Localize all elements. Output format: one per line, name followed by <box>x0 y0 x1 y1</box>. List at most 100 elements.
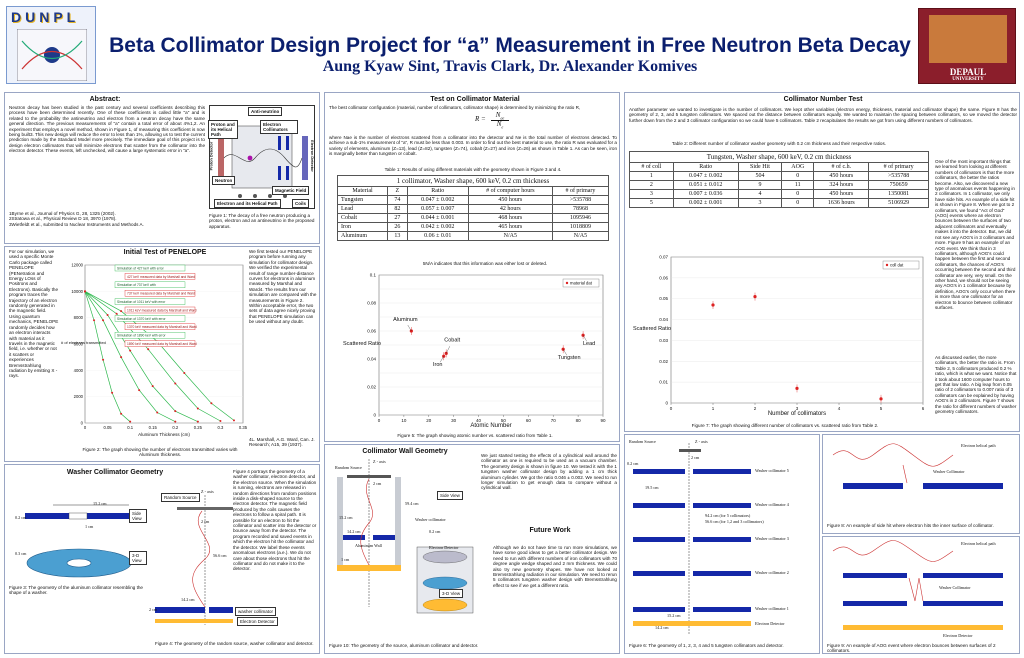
series-line <box>84 291 199 423</box>
data-point <box>711 303 715 307</box>
data-point <box>120 412 123 415</box>
x-axis-label: Aluminum Thickness (cm) <box>138 432 190 437</box>
legend-label: Simulation of 1011 keV with error <box>117 300 166 304</box>
legend-box <box>124 306 196 314</box>
data-point <box>210 402 213 405</box>
table-1-header: # of computer hours <box>467 186 553 196</box>
data-point <box>93 319 96 322</box>
figure-6-caption: Figure 6: The geometry of 1, 2, 3, 4 and… <box>629 643 784 648</box>
legend-label: 427 keV measured data by Marshall and Wa… <box>127 275 195 279</box>
proton-detector-icon <box>218 136 224 180</box>
equation-r: R = <box>475 115 486 123</box>
legend-label: coll dat <box>890 263 904 268</box>
legend-marker <box>565 281 569 285</box>
figure-9-caption: Figure 9: An example of AOG event where … <box>827 643 996 654</box>
wall-zaxis-label: Z - axis <box>373 459 386 464</box>
figure-1-diagram: Anti-neutrino Proton and its Helical Pat… <box>208 105 315 209</box>
legend: material dat <box>562 278 600 288</box>
legend-label: material dat <box>570 281 593 286</box>
washer-3d-view-label: 3-D View <box>129 551 147 565</box>
y-tick-label: 0.04 <box>367 357 376 362</box>
legend: coll dat <box>882 260 920 270</box>
random-source-diagram <box>155 495 233 625</box>
x-tick-label: 1 <box>712 406 715 411</box>
table-1-header: Ratio <box>406 186 469 196</box>
fig6-wc2-label: Washer collimator 2 <box>755 570 789 575</box>
series-line <box>84 290 235 421</box>
wall-aluminum-label: Aluminum Wall <box>355 543 382 548</box>
depaul-logo-subtext: UNIVERSITY <box>952 77 984 82</box>
data-point <box>106 314 109 317</box>
x-tick-label: 6 <box>922 406 925 411</box>
reference-1: 1Byrne et al., Journal of Physics G, 28,… <box>9 211 116 216</box>
data-point <box>151 385 154 388</box>
point-label-pointer <box>446 346 450 354</box>
figure-4-caption: Figure 4: The geometry of the random sou… <box>155 641 314 646</box>
penelope-reference: 4L. Marshall, A.G. Ward, Can. J. Researc… <box>249 437 315 448</box>
fig6-02cm-label: 0.2 cm <box>627 461 639 466</box>
table-row: 2 0.051 ± 0.012 9 11 324 hours 750659 <box>629 180 929 190</box>
table-1-title: 1 collimator, Washer shape, 600 keV, 0.2… <box>337 175 609 187</box>
wall-source-label: Random Source <box>335 465 362 470</box>
figure-5-chart: 0 0.02 0.04 0.06 0.08 0.1 0 10 20 30 40 50 60 70 80 90 A… <box>339 269 609 429</box>
fig6-zaxis-label: Z - axis <box>695 439 708 444</box>
x-tick-label: 0.3 <box>218 425 224 430</box>
y-tick-label: 0.1 <box>370 273 377 278</box>
legend-marker <box>885 263 889 267</box>
abstract-title: Abstract: <box>89 96 121 103</box>
x-tick-label: 0.1 <box>127 425 133 430</box>
x-tick-label: 80 <box>576 418 582 423</box>
label-proton-path: Proton and its Helical Path <box>208 120 238 139</box>
figure-3-caption: Figure 3: The geometry of the aluminum c… <box>9 585 143 596</box>
x-axis-label: Number of collimators <box>768 411 826 417</box>
y-tick-label: 2000 <box>74 394 84 399</box>
x-tick-label: 2 <box>754 406 757 411</box>
fig6-source-label: Random Source <box>629 439 656 444</box>
fig6-142-label: 14.2 cm <box>655 625 669 630</box>
wall-side-view-label: Side View <box>437 491 463 500</box>
equation-numerator: Nae <box>491 111 509 122</box>
collnum-side-text: One of the most important things that we… <box>935 159 1016 310</box>
figure-6-panel: Random Source Z - axis 2 cm 0.2 cm 19.5 … <box>624 434 820 654</box>
point-label: Tungsten <box>558 355 581 361</box>
y-axis-label: Scattered Ratio <box>343 341 381 347</box>
future-text: Although we do not have time to run more… <box>493 545 617 588</box>
x-tick-label: 3 <box>796 406 799 411</box>
penelope-chart: 0 2000 4000 6000 8000 10000 12000 0 0.05 0.1 0.15 0… <box>61 263 247 438</box>
fig6-wc1-label: Washer collimator 1 <box>755 606 789 611</box>
neutron-logo-icon <box>17 29 87 81</box>
wall-detector-label: Electron Detector <box>429 545 459 550</box>
x-tick-label: 50 <box>501 418 507 423</box>
x-tick-label: 0.05 <box>103 425 112 430</box>
x-tick-label: 30 <box>451 418 457 423</box>
point-label: Aluminum <box>393 317 418 323</box>
y-tick-label: 0.06 <box>659 275 668 280</box>
wall-label-d5: 1 cm <box>341 557 350 562</box>
fig6-2cm-label: 2 cm <box>691 455 700 460</box>
data-point <box>581 333 585 337</box>
collnum-panel: Collimator Number Test Another parameter… <box>624 92 1020 432</box>
data-point <box>129 349 132 352</box>
label-neutron: Neutron <box>212 176 236 185</box>
table-row: Aluminum 13 0.06 ± 0.01 N/A5 N/A5 <box>336 231 610 241</box>
fig6-detector-label: Electron Detector <box>755 621 785 626</box>
wall-label-d2: 59.4 cm <box>405 501 419 506</box>
data-point <box>196 420 199 423</box>
fig6-568-label: 56.6 cm (for 1,2 and 3 collimators) <box>705 519 764 524</box>
washer-label-d1: 15.2 cm <box>93 501 107 506</box>
y-tick-label: 0.08 <box>367 301 376 306</box>
point-label: Lead <box>583 341 595 347</box>
data-point <box>115 312 118 315</box>
y-tick-label: 0.02 <box>659 359 668 364</box>
fig6-152-label: 15.2 cm <box>667 613 681 618</box>
y-tick-label: 0.04 <box>659 317 668 322</box>
data-point <box>174 420 177 423</box>
data-point <box>561 347 565 351</box>
data-point <box>147 348 150 351</box>
legend-box <box>882 260 920 270</box>
fig6-wc4-label: Washer collimator 4 <box>755 502 789 507</box>
neutron-icon <box>247 155 253 161</box>
label-electron-path: Electron and its Helical Path <box>214 199 281 208</box>
table-1-header: # of primary <box>551 186 610 196</box>
wall-diagram <box>337 459 474 614</box>
